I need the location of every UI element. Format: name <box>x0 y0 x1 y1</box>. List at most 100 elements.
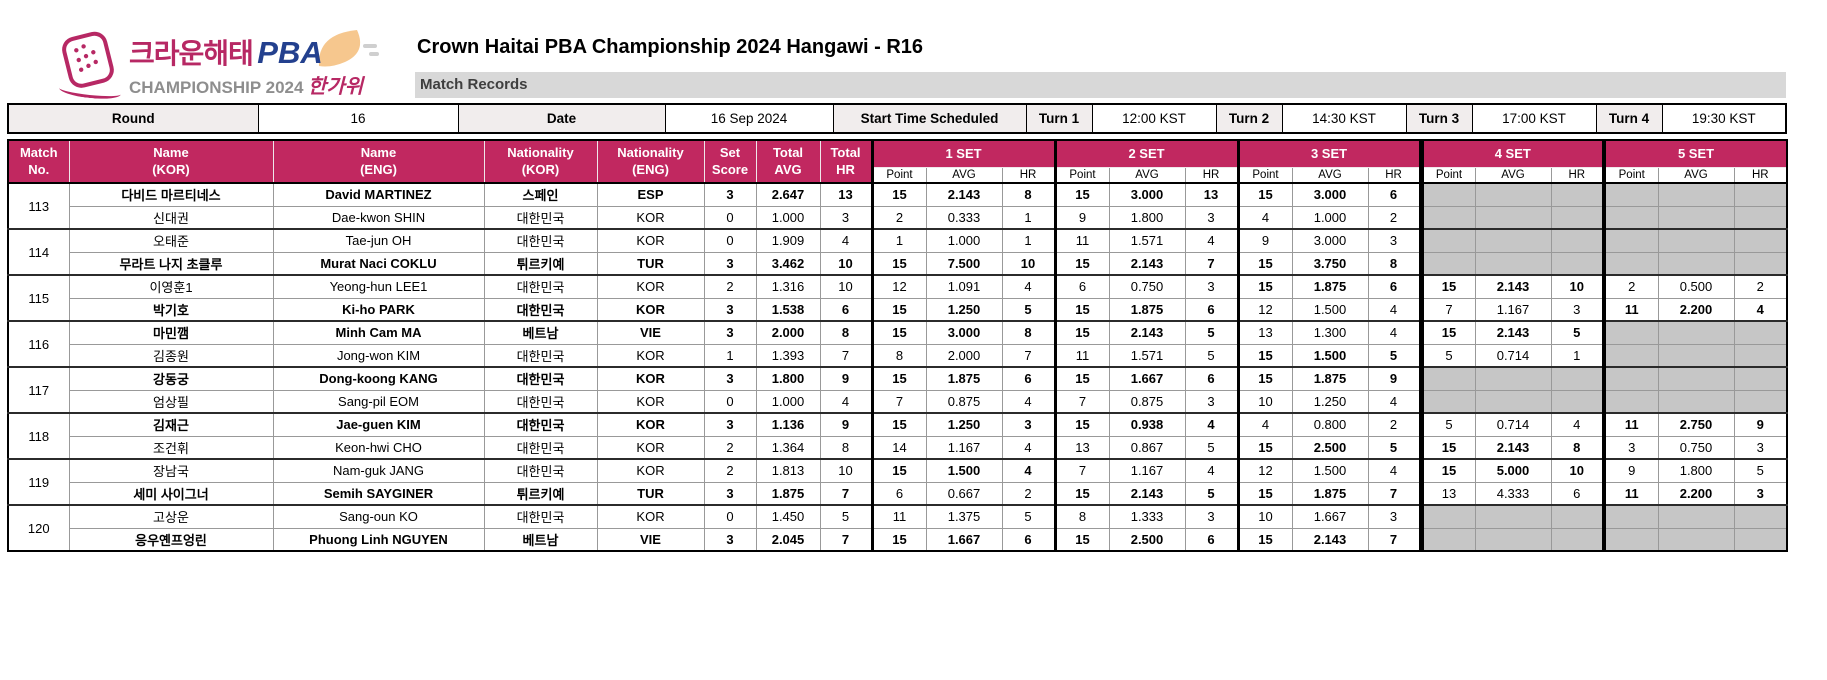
set-score: 3 <box>703 320 757 345</box>
set-cell-unplayed <box>1418 504 1476 529</box>
set-score: 2 <box>703 458 757 483</box>
set-score: 3 <box>703 412 757 437</box>
sub-header-point: Point <box>870 166 927 184</box>
set-cell-unplayed <box>1550 251 1605 276</box>
set-avg: 1.167 <box>1108 458 1186 483</box>
set-point: 11 <box>1602 297 1659 322</box>
set-point: 8 <box>870 343 927 368</box>
total-avg: 1.800 <box>755 366 821 391</box>
set-cell-unplayed <box>1474 366 1552 391</box>
turn4-label: Turn 4 <box>1595 103 1663 134</box>
set-point: 2 <box>870 205 927 230</box>
set-cell-unplayed <box>1550 504 1605 529</box>
set-hr: 6 <box>1001 527 1056 552</box>
player-name-kor: 이영훈1 <box>68 274 274 299</box>
set-avg: 0.800 <box>1291 412 1369 437</box>
player-name-eng: Dae-kwon SHIN <box>272 205 485 230</box>
set-point: 15 <box>1236 343 1293 368</box>
set-point: 15 <box>1053 412 1110 437</box>
player-name-kor: 오태준 <box>68 228 274 253</box>
set-cell-unplayed <box>1550 182 1605 207</box>
player-name-eng: Jong-won KIM <box>272 343 485 368</box>
set-avg: 0.500 <box>1657 274 1735 299</box>
set-cell-unplayed <box>1657 182 1735 207</box>
set-hr: 4 <box>1184 412 1239 437</box>
nationality-kor: 대한민국 <box>483 297 598 322</box>
set-score: 3 <box>703 251 757 276</box>
player-row: 113 다비드 마르티네스 David MARTINEZ 스페인 ESP 3 2.647 13… <box>7 182 1788 230</box>
set-avg: 1.667 <box>925 527 1003 552</box>
set-avg: 3.000 <box>1291 182 1369 207</box>
set-hr: 5 <box>1001 504 1056 529</box>
set-hr: 3 <box>1550 297 1605 322</box>
set-avg: 1.500 <box>925 458 1003 483</box>
sub-header-point: Point <box>1236 166 1293 184</box>
set-avg: 0.714 <box>1474 412 1552 437</box>
nationality-kor: 대한민국 <box>483 205 598 230</box>
page-title: Crown Haitai PBA Championship 2024 Hanga… <box>417 36 924 58</box>
set-hr: 5 <box>1550 320 1605 345</box>
match-number: 118 <box>7 412 70 460</box>
set-point: 1 <box>870 228 927 253</box>
total-avg: 1.875 <box>755 481 821 506</box>
player-name-kor: 다비드 마르티네스 <box>68 182 274 207</box>
set-avg: 2.143 <box>1291 527 1369 552</box>
set-point: 15 <box>1053 366 1110 391</box>
set-avg: 1.500 <box>1291 297 1369 322</box>
set-hr: 9 <box>1733 412 1788 437</box>
total-avg: 2.000 <box>755 320 821 345</box>
player-row: 117 강동궁 Dong-koong KANG 대한민국 KOR 3 1.800 9 15 1.8… <box>7 366 1788 414</box>
set-avg: 3.750 <box>1291 251 1369 276</box>
total-hr: 7 <box>819 527 873 552</box>
set-point: 15 <box>1236 527 1293 552</box>
total-avg: 1.316 <box>755 274 821 299</box>
set-hr: 1 <box>1550 343 1605 368</box>
total-hr: 4 <box>819 389 873 414</box>
player-row: 118 김재근 Jae-guen KIM 대한민국 KOR 3 1.136 9 15 1.250 3… <box>7 412 1788 460</box>
schedule-info-bar: Round 16 Date 16 Sep 2024 Start Time Sch… <box>7 103 1787 134</box>
set-hr: 13 <box>1184 182 1239 207</box>
set-cell-unplayed <box>1602 182 1659 207</box>
sub-header-avg: AVG <box>1291 166 1369 184</box>
nationality-eng: KOR <box>596 389 705 414</box>
set-cell-unplayed <box>1602 228 1659 253</box>
player-name-kor: 신대권 <box>68 205 274 230</box>
nationality-kor: 대한민국 <box>483 458 598 483</box>
nationality-kor: 대한민국 <box>483 504 598 529</box>
set-avg: 3.000 <box>1291 228 1369 253</box>
set-point: 15 <box>870 297 927 322</box>
set-cell-unplayed <box>1418 366 1476 391</box>
set-point: 15 <box>1236 182 1293 207</box>
set-cell-unplayed <box>1602 389 1659 414</box>
match-number: 115 <box>7 274 70 322</box>
set-point: 11 <box>1602 481 1659 506</box>
player-name-kor: 장남국 <box>68 458 274 483</box>
set-cell-unplayed <box>1474 527 1552 552</box>
total-hr: 3 <box>819 205 873 230</box>
set-cell-unplayed <box>1657 366 1735 391</box>
date-value: 16 Sep 2024 <box>664 103 834 134</box>
set-hr: 4 <box>1367 297 1422 322</box>
set-avg: 1.250 <box>925 297 1003 322</box>
set-avg: 1.875 <box>925 366 1003 391</box>
set-hr: 5 <box>1184 435 1239 460</box>
player-row: 119 장남국 Nam-guk JANG 대한민국 KOR 2 1.813 10 15 1.500… <box>7 458 1788 506</box>
set-hr: 10 <box>1550 458 1605 483</box>
round-value: 16 <box>257 103 459 134</box>
set-score: 0 <box>703 228 757 253</box>
set-point: 15 <box>870 366 927 391</box>
player-name-eng: Semih SAYGINER <box>272 481 485 506</box>
nationality-eng: KOR <box>596 435 705 460</box>
set-hr: 3 <box>1367 504 1422 529</box>
total-hr: 8 <box>819 320 873 345</box>
set-hr: 5 <box>1184 320 1239 345</box>
set-hr: 4 <box>1001 389 1056 414</box>
set-point: 5 <box>1418 343 1476 368</box>
player-name-kor: 김종원 <box>68 343 274 368</box>
set-avg: 7.500 <box>925 251 1003 276</box>
section-subtitle: Match Records <box>415 72 1786 98</box>
set-cell-unplayed <box>1474 251 1552 276</box>
set1-header: 1 SET <box>870 139 1056 168</box>
set-hr: 10 <box>1001 251 1056 276</box>
set-point: 15 <box>1418 274 1476 299</box>
